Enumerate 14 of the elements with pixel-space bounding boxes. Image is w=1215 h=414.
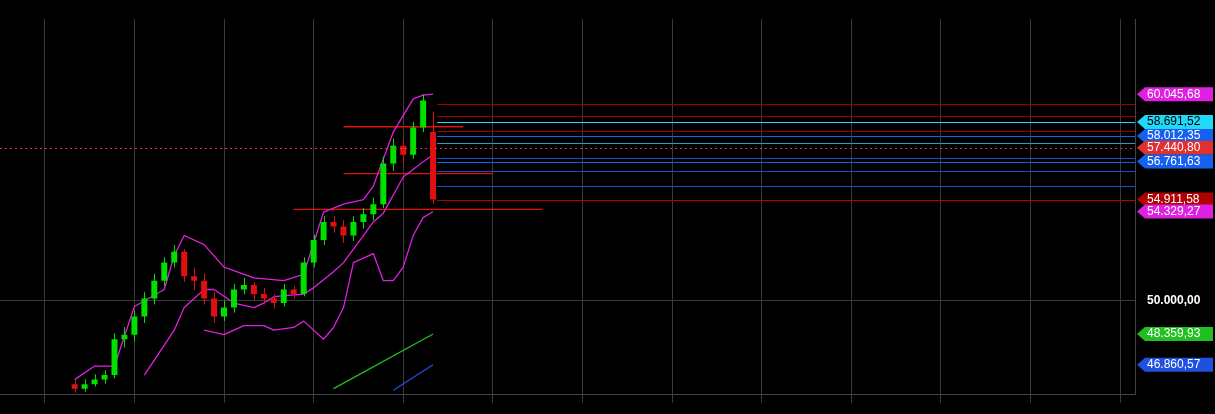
candlestick xyxy=(191,267,198,291)
y-tick-label: 60.045,68 xyxy=(1147,86,1201,101)
y-tick-label: 46.860,57 xyxy=(1147,357,1201,372)
y-tick-label: 54.911,58 xyxy=(1147,191,1200,206)
candlestick xyxy=(81,378,88,393)
y-tick-label: 58.691,52 xyxy=(1147,114,1201,129)
candlestick xyxy=(240,277,247,295)
y-tick-label: 48.359,93 xyxy=(1147,326,1201,341)
y-tick-label: 56.761,63 xyxy=(1147,153,1201,168)
candlestick xyxy=(71,379,78,394)
y-tick-label: 54.329,27 xyxy=(1147,203,1201,218)
candlestick xyxy=(101,369,108,385)
candlestick xyxy=(260,287,267,305)
y-tick-label: 50.000,00 xyxy=(1147,292,1201,307)
